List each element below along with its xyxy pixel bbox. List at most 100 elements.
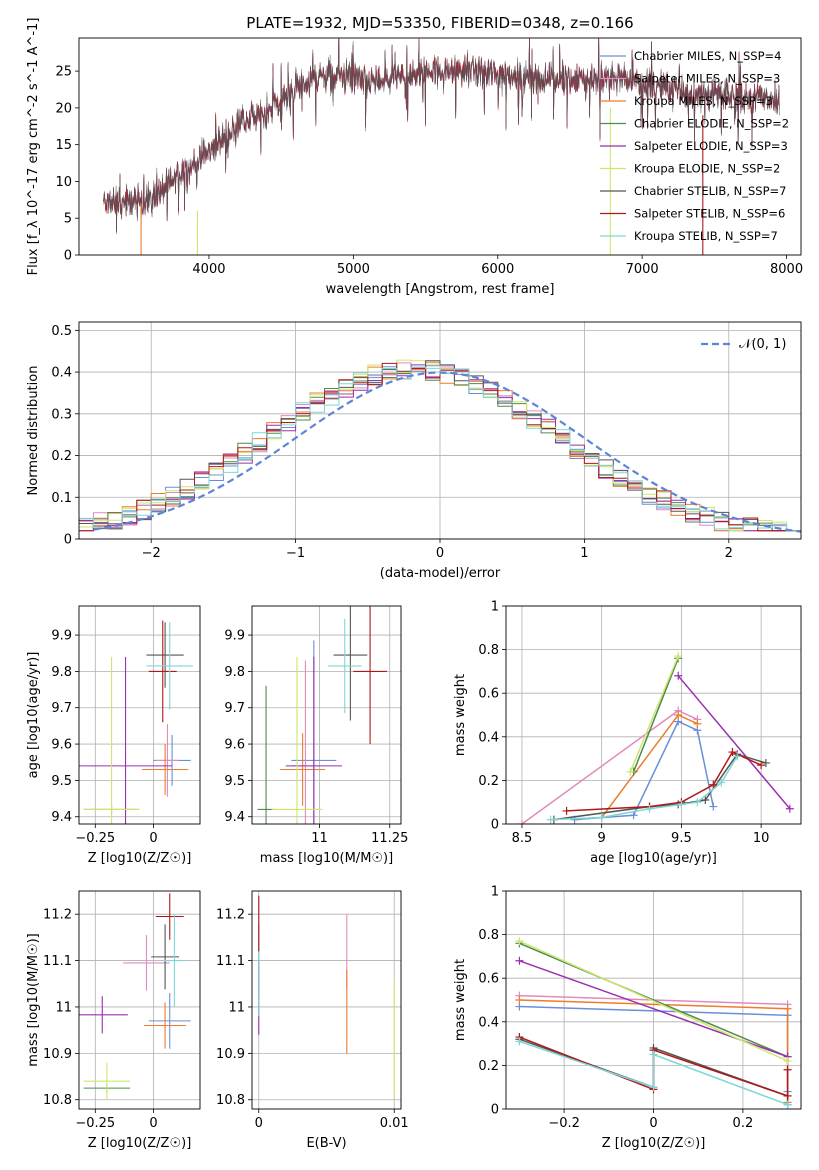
plot-area-mass_vs_ebv (258, 895, 395, 1100)
y-tick-label: 0.4 (478, 730, 499, 745)
y-tick-label: 9.8 (224, 665, 245, 680)
spectrum-line-series-7 (103, 38, 780, 232)
y-axis-label: age [log10(age/yr)] (26, 652, 41, 779)
y-tick-label: 0.6 (478, 687, 499, 702)
x-tick-label: 0 (149, 831, 157, 846)
y-tick-label: 5 (64, 212, 72, 227)
x-tick-label: −0.2 (548, 1116, 580, 1131)
spectrum-line-series-3 (103, 38, 780, 232)
plot-area-weight_vs_Z (515, 937, 792, 1109)
x-tick-label: 0.01 (380, 1116, 409, 1131)
x-tick-label: 9 (598, 831, 606, 846)
axes-residuals: −2 −1 0 1 2 0 0.1 0.2 0.3 0.4 0.5 (data-model)/erro… (26, 321, 802, 581)
weight-marker-series-8 (783, 1100, 792, 1109)
x-axis-label: Z [log10(Z/Z☉)] (88, 1136, 192, 1151)
axes-age_vs_Z: −0.25 0 9.4 9.5 9.6 9.7 9.8 9.9 Z [log10(Z/Z☉)] a… (26, 605, 201, 866)
weight-marker-series-1 (517, 820, 526, 824)
y-tick-label: 0.3 (51, 407, 72, 422)
axes-frame (251, 890, 402, 1110)
weight-marker-series-8 (515, 1037, 524, 1046)
axes-mass_vs_ebv: 0 0.01 10.8 10.9 11 11.1 11.2 E(B-V) (216, 890, 409, 1151)
y-tick-label: 10 (55, 175, 72, 190)
figure-title: PLATE=1932, MJD=53350, FIBERID=0348, z=0… (246, 14, 633, 32)
weight-marker-series-6 (701, 796, 710, 805)
plot-area-residuals (79, 359, 801, 533)
y-tick-label: 9.9 (224, 629, 245, 644)
histogram-series-0 (79, 364, 801, 532)
weight-marker-series-8 (717, 778, 726, 787)
y-axis-label: Flux [f_λ 10^-17 erg cm^-2 s^-1 A^-1] (26, 18, 41, 276)
legend-entry-5: Kroupa ELODIE, N_SSP=2 (634, 162, 780, 176)
x-tick-label: 4000 (192, 262, 225, 277)
y-tick-label: 9.7 (224, 701, 245, 716)
spectrum-line-series-6 (103, 38, 780, 235)
x-tick-label: 0 (436, 546, 444, 561)
x-axis-label: E(B-V) (306, 1136, 346, 1151)
x-tick-label: 11.25 (371, 831, 408, 846)
plot-area-age_vs_Z (79, 620, 194, 824)
weight-line-series-3 (519, 942, 788, 1058)
axes-frame (78, 890, 201, 1110)
axes-frame (78, 321, 802, 540)
y-tick-label: 0.2 (478, 1059, 499, 1074)
y-axis-label: mass weight (453, 674, 468, 756)
y-tick-label: 9.4 (51, 810, 72, 825)
x-tick-label: 0.2 (733, 1116, 754, 1131)
spectrum-legend: Chabrier MILES, N_SSP=4 Salpeter MILES, N… (600, 49, 789, 243)
y-tick-label: 0.8 (478, 928, 499, 943)
y-axis-label: mass [log10(M/M☉)] (26, 933, 41, 1066)
axes-weight_vs_Z: −0.2 0 0.2 0 0.2 0.4 0.6 0.8 1 Z [log10(Z/Z☉)] mas… (453, 885, 802, 1151)
weight-line-series-5 (629, 655, 679, 772)
weight-marker-series-8 (733, 752, 742, 761)
plot-area-weight_vs_age (517, 652, 794, 824)
y-tick-label: 0.5 (51, 324, 72, 339)
y-tick-label: 9.9 (51, 629, 72, 644)
weight-marker-series-8 (677, 800, 686, 809)
x-tick-label: 5000 (337, 262, 370, 277)
y-tick-label: 11 (228, 1000, 245, 1015)
axes-frame (78, 605, 201, 825)
x-tick-label: −2 (142, 546, 161, 561)
x-tick-label: 1 (580, 546, 588, 561)
y-tick-label: 0 (491, 1103, 499, 1118)
weight-marker-series-2 (674, 711, 683, 719)
y-tick-label: 0.2 (51, 449, 72, 464)
y-tick-label: 10.8 (216, 1093, 245, 1108)
axes-frame (251, 605, 402, 825)
histogram-series-4 (79, 364, 801, 532)
weight-line-series-4 (677, 675, 791, 810)
y-tick-label: 0 (64, 249, 72, 264)
x-tick-label: 0 (255, 1116, 263, 1131)
weight-marker-series-2 (783, 1004, 792, 1013)
histogram-series-8 (79, 366, 801, 532)
x-tick-label: 0 (649, 1116, 657, 1131)
weight-marker-series-7 (757, 761, 766, 770)
weight-line-series-8 (519, 1040, 788, 1106)
x-tick-label: 8000 (770, 262, 803, 277)
x-tick-label: 9.5 (671, 831, 692, 846)
weight-marker-series-8 (649, 1050, 658, 1059)
weight-marker-series-4 (785, 804, 794, 813)
x-tick-label: 6000 (481, 262, 514, 277)
gaussian-reference-curve (93, 371, 801, 533)
y-tick-label: 0.2 (478, 774, 499, 789)
x-tick-label: −0.25 (75, 831, 115, 846)
y-tick-label: 20 (55, 101, 72, 116)
y-tick-label: 9.7 (51, 701, 72, 716)
weight-marker-series-6 (761, 758, 770, 767)
axes-frame (505, 890, 802, 1110)
x-axis-label: (data-model)/error (380, 566, 501, 581)
y-axis-label: Normed distribution (26, 366, 41, 496)
histogram-series-7 (79, 362, 801, 532)
weight-marker-series-5 (515, 937, 524, 946)
weight-marker-series-8 (649, 1083, 658, 1092)
legend-entry-3: Chabrier ELODIE, N_SSP=2 (634, 117, 789, 131)
y-tick-label: 15 (55, 138, 72, 153)
y-tick-label: 0.6 (478, 972, 499, 987)
y-tick-label: 0.4 (51, 366, 72, 381)
legend-entry-2: Kroupa MILES, N_SSP=3 (634, 94, 773, 108)
axes-weight_vs_age: 8.5 9 9.5 10 0 0.2 0.4 0.6 0.8 1 age [log10(age/yr… (453, 600, 802, 866)
x-tick-label: −1 (286, 546, 305, 561)
